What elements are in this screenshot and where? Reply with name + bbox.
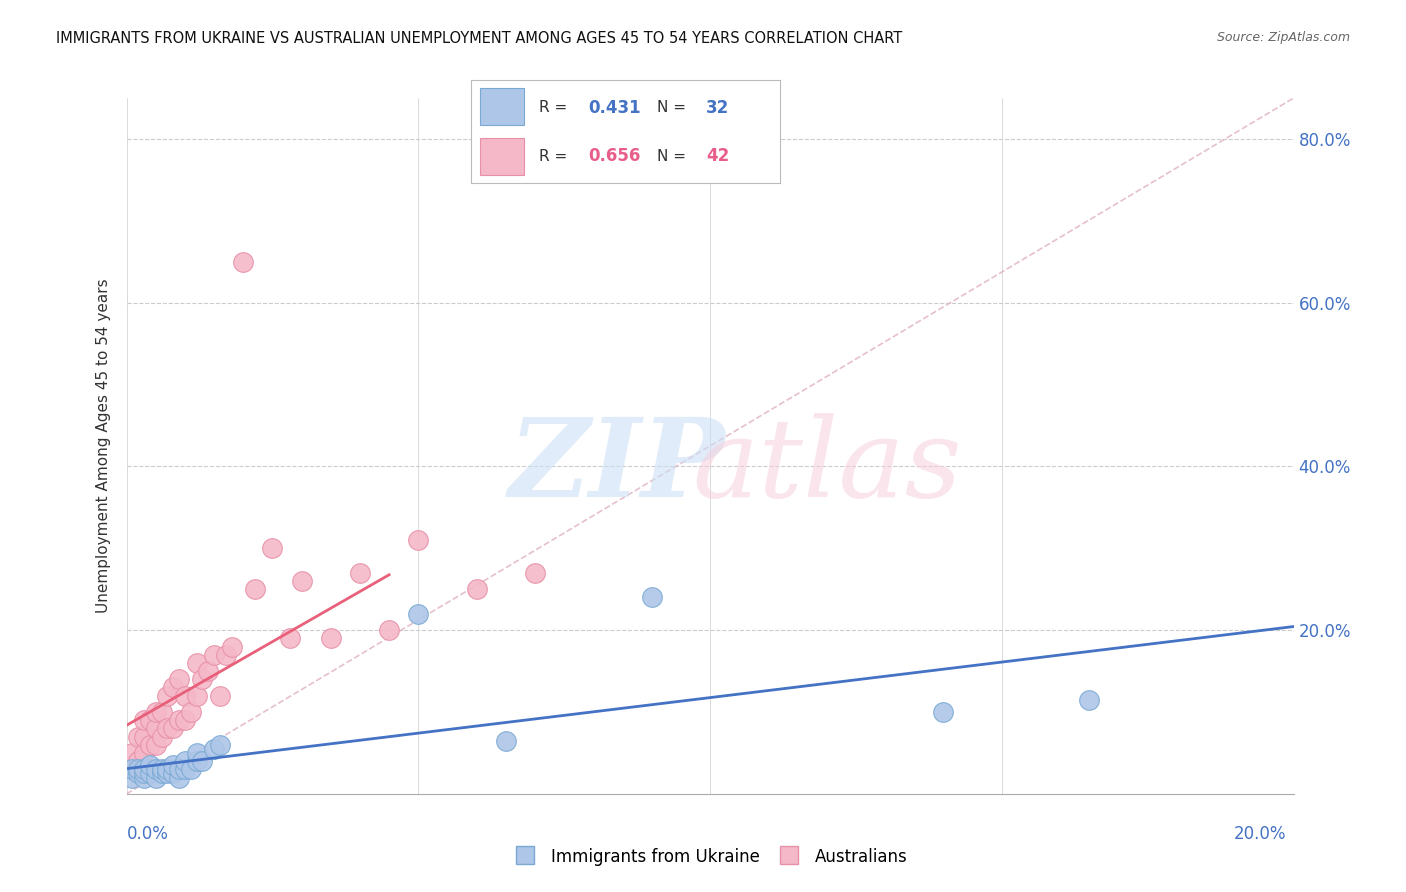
Point (186, 746, 208, 760)
Point (145, 771, 167, 785)
Point (121, 762, 143, 776)
Point (262, 541, 284, 556)
Text: atlas: atlas (692, 413, 962, 521)
Point (349, 566, 371, 580)
Point (278, 632, 301, 646)
Point (150, 762, 173, 776)
Point (202, 648, 225, 662)
Point (408, 533, 430, 548)
Point (156, 766, 179, 780)
Text: 0.0%: 0.0% (127, 825, 169, 843)
Text: 32: 32 (706, 99, 730, 117)
Point (174, 689, 197, 703)
Point (162, 681, 184, 695)
Y-axis label: Unemployment Among Ages 45 to 54 years: Unemployment Among Ages 45 to 54 years (96, 278, 111, 614)
Point (145, 722, 167, 736)
Point (221, 640, 243, 654)
Point (167, 713, 190, 727)
Point (132, 771, 155, 785)
Point (139, 713, 162, 727)
Point (290, 574, 312, 588)
Point (186, 656, 208, 670)
Point (215, 648, 238, 662)
Point (139, 766, 162, 780)
Point (180, 762, 202, 776)
Point (524, 566, 547, 580)
Point (145, 762, 167, 776)
Point (121, 746, 143, 760)
Point (132, 762, 155, 776)
Point (1078, 692, 1101, 706)
Bar (481, 88, 523, 126)
Point (121, 771, 143, 785)
Bar (481, 137, 523, 175)
Point (139, 758, 162, 772)
Point (640, 591, 664, 605)
Text: IMMIGRANTS FROM UKRAINE VS AUSTRALIAN UNEMPLOYMENT AMONG AGES 45 TO 54 YEARS COR: IMMIGRANTS FROM UKRAINE VS AUSTRALIAN UN… (56, 31, 903, 46)
Point (208, 689, 231, 703)
Text: R =: R = (538, 101, 572, 115)
Point (180, 705, 202, 719)
Point (150, 705, 173, 719)
Text: ZIP: ZIP (509, 413, 725, 521)
Point (932, 705, 955, 719)
Point (127, 762, 149, 776)
Point (162, 766, 184, 780)
Point (243, 582, 266, 597)
Point (127, 766, 149, 780)
Text: 20.0%: 20.0% (1234, 825, 1286, 843)
Point (186, 754, 208, 768)
Point (132, 746, 155, 760)
Point (167, 762, 190, 776)
Text: 0.656: 0.656 (589, 147, 641, 165)
Point (127, 754, 149, 768)
Point (186, 689, 208, 703)
Point (162, 758, 184, 772)
Point (162, 722, 184, 736)
Point (202, 742, 225, 756)
Text: 42: 42 (706, 147, 730, 165)
Point (191, 754, 214, 768)
Point (191, 673, 214, 687)
Point (378, 623, 401, 637)
Text: Source: ZipAtlas.com: Source: ZipAtlas.com (1216, 31, 1350, 45)
Point (232, 255, 254, 269)
Legend: Immigrants from Ukraine, Australians: Immigrants from Ukraine, Australians (506, 841, 914, 872)
Text: R =: R = (538, 149, 572, 164)
Text: 0.431: 0.431 (589, 99, 641, 117)
Point (208, 738, 231, 752)
Point (319, 632, 342, 646)
Point (132, 766, 155, 780)
Point (150, 766, 173, 780)
Point (150, 730, 173, 744)
Point (167, 771, 190, 785)
Point (132, 730, 155, 744)
Point (145, 738, 167, 752)
Point (139, 738, 162, 752)
Point (174, 754, 197, 768)
Point (408, 607, 430, 621)
Text: N =: N = (657, 149, 690, 164)
Point (465, 582, 488, 597)
Point (174, 713, 197, 727)
Point (156, 722, 179, 736)
Point (167, 673, 190, 687)
Text: N =: N = (657, 101, 690, 115)
Point (174, 762, 197, 776)
Point (132, 713, 155, 727)
Point (495, 733, 517, 747)
Point (145, 705, 167, 719)
Point (156, 689, 179, 703)
Point (197, 664, 219, 678)
Point (156, 762, 179, 776)
Point (121, 762, 143, 776)
Point (127, 730, 149, 744)
